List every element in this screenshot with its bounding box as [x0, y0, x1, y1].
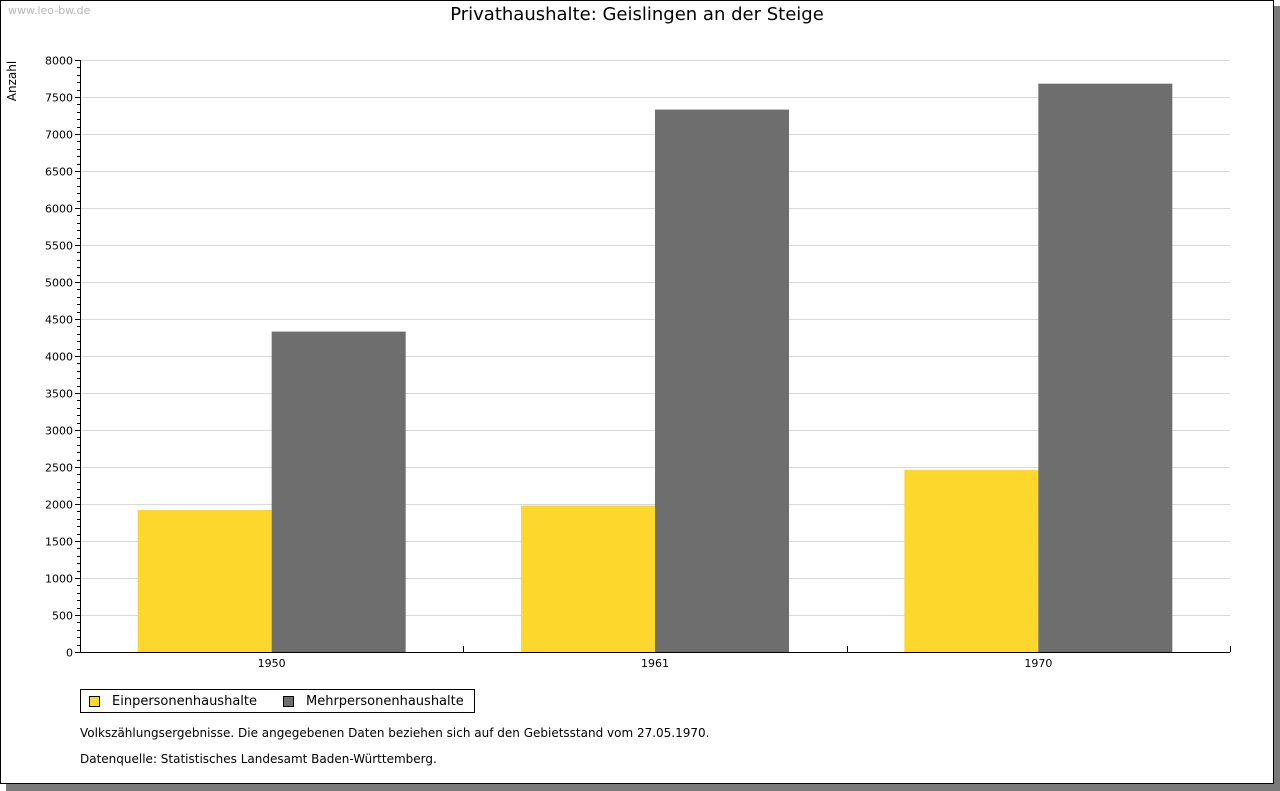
bar-einpersonenhaushalte-1950	[137, 509, 272, 652]
legend-swatch-mehrpersonenhaushalte	[283, 695, 294, 707]
legend: Einpersonenhaushalte Mehrpersonenhaushal…	[80, 689, 475, 713]
bars	[137, 83, 1173, 653]
y-tick-label: 6500	[45, 166, 73, 179]
bar-chart: 0 500 1000 1500 2000 2500 3000 3500 4000 4500 5000…	[5, 55, 1231, 670]
y-tick-label: 2000	[45, 499, 73, 512]
legend-label-mehrpersonenhaushalte: Mehrpersonenhaushalte	[306, 693, 464, 709]
bar-mehrpersonenhaushalte-1970	[1038, 83, 1173, 653]
y-axis-label: Anzahl	[5, 61, 19, 101]
legend-swatch-einpersonenhaushalte	[89, 695, 100, 707]
y-tick-label: 3000	[45, 425, 73, 438]
x-tick-label-1950: 1950	[258, 657, 286, 670]
legend-label-einpersonenhaushalte: Einpersonenhaushalte	[112, 693, 257, 709]
y-tick-label: 7500	[45, 92, 73, 105]
y-tick-label: 500	[52, 610, 73, 623]
y-tick-label: 8000	[45, 55, 73, 68]
y-tick-label: 1500	[45, 536, 73, 549]
frame-shadow-right	[1274, 6, 1280, 791]
y-tick-labels: 0 500 1000 1500 2000 2500 3000 3500 4000 4500 5000…	[45, 55, 73, 660]
bar-mehrpersonenhaushalte-1950	[271, 331, 406, 652]
y-tick-label: 3500	[45, 388, 73, 401]
y-tick-label: 0	[66, 647, 73, 660]
y-tick-label: 4500	[45, 314, 73, 327]
bar-mehrpersonenhaushalte-1961	[655, 109, 789, 652]
y-tick-label: 6000	[45, 203, 73, 216]
footnote-census: Volkszählungsergebnisse. Die angegebenen…	[80, 726, 710, 740]
y-tick-label: 2500	[45, 462, 73, 475]
x-tick-label-1961: 1961	[641, 657, 669, 670]
footnote-source: Datenquelle: Statistisches Landesamt Bad…	[80, 752, 437, 766]
y-tick-label: 1000	[45, 573, 73, 586]
x-tick-label-1970: 1970	[1024, 657, 1052, 670]
axes	[75, 60, 1231, 653]
bar-einpersonenhaushalte-1961	[521, 505, 655, 652]
y-tick-label: 4000	[45, 351, 73, 364]
x-tick-labels: 1950 1961 1970	[258, 657, 1053, 670]
frame-shadow-bottom	[6, 784, 1280, 791]
watermark: www.leo-bw.de	[8, 4, 91, 17]
bar-einpersonenhaushalte-1970	[904, 469, 1039, 652]
y-tick-label: 5500	[45, 240, 73, 253]
legend-item-einpersonenhaushalte: Einpersonenhaushalte	[89, 694, 257, 709]
y-tick-label: 5000	[45, 277, 73, 290]
chart-title: Privathaushalte: Geislingen an der Steig…	[450, 4, 824, 25]
legend-item-mehrpersonenhaushalte: Mehrpersonenhaushalte	[283, 694, 464, 709]
y-tick-label: 7000	[45, 129, 73, 142]
